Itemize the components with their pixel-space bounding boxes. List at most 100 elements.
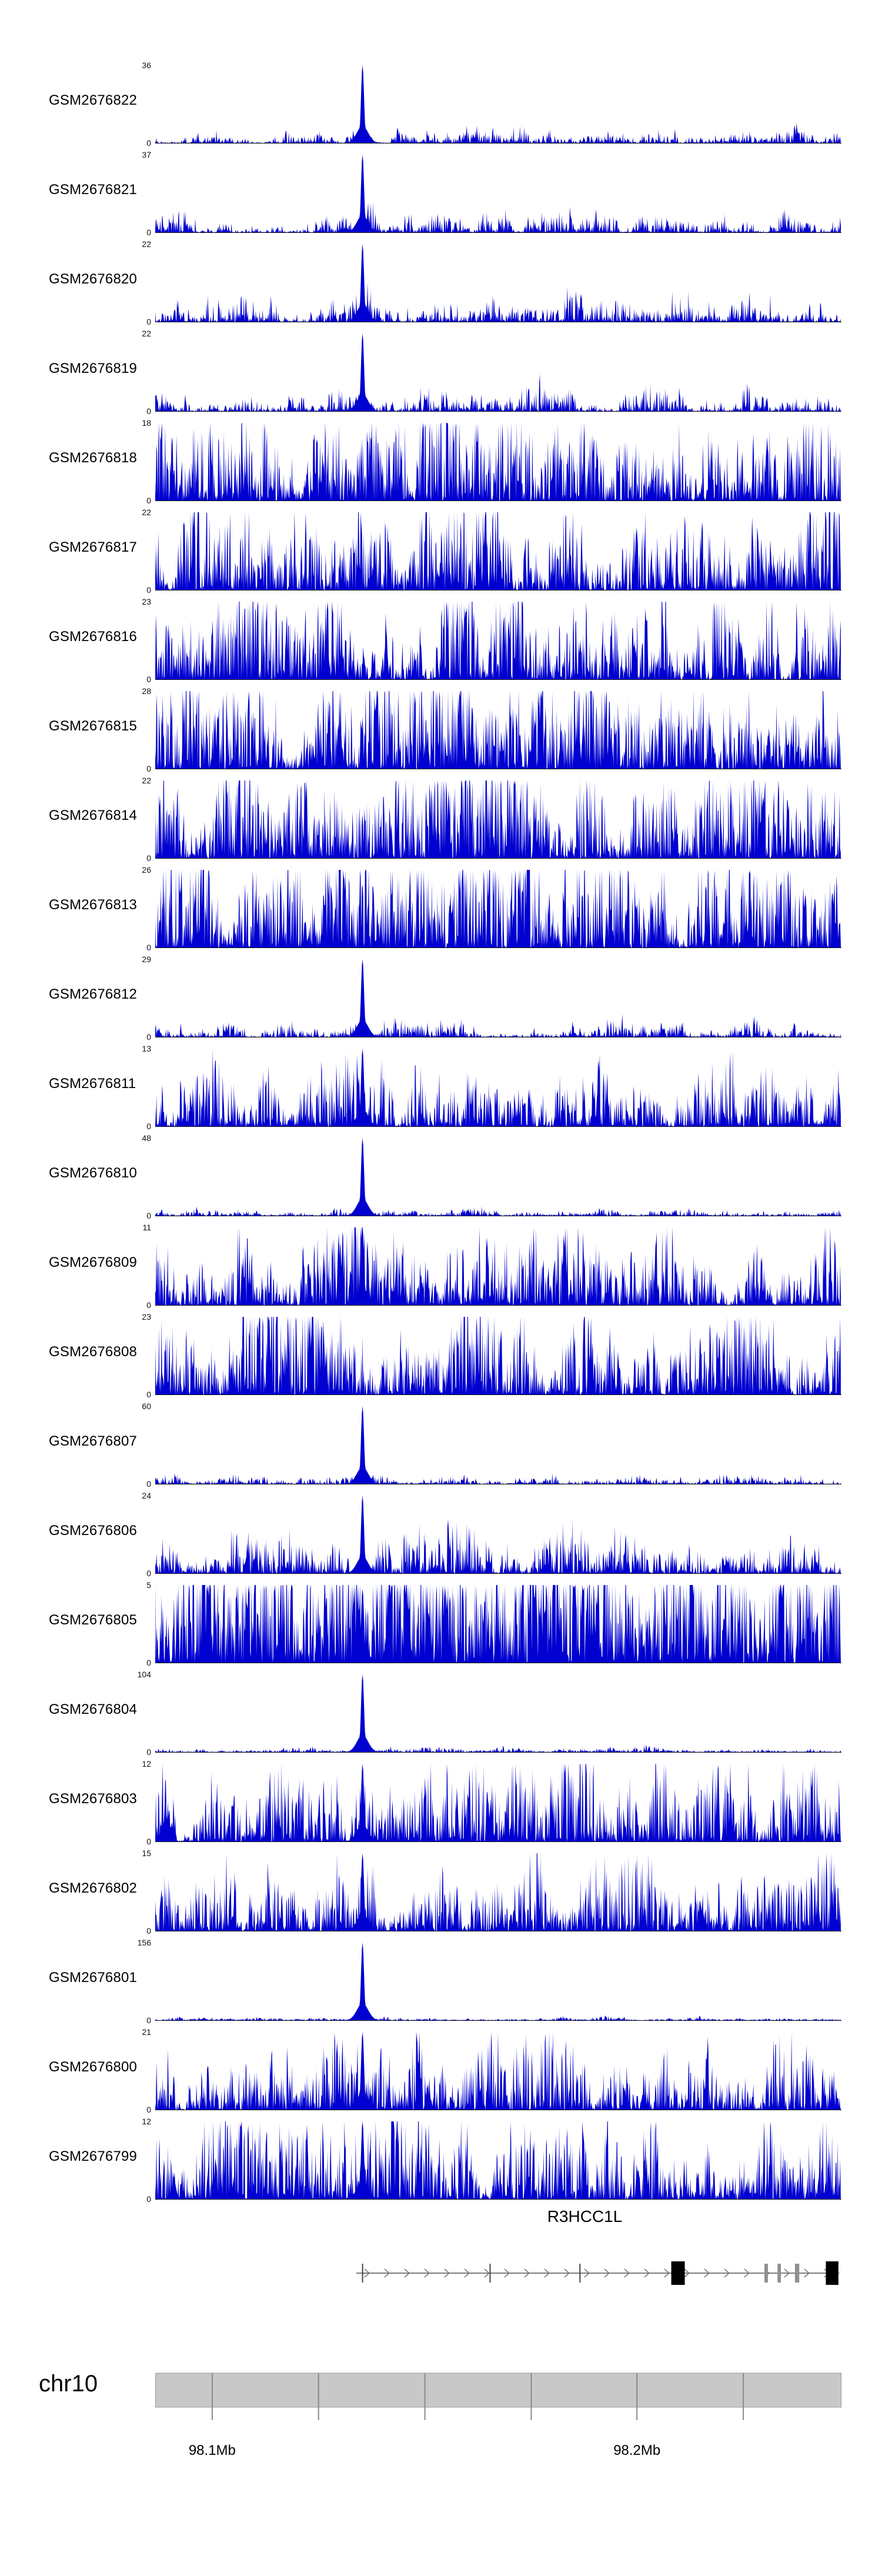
- track-row: GSM2676815 28 0: [0, 682, 882, 773]
- track-label: GSM2676815: [49, 718, 138, 734]
- track-label: GSM2676809: [49, 1254, 138, 1270]
- coverage-plot: 12 0: [142, 1760, 841, 1846]
- track-row: GSM2676807 60 0: [0, 1397, 882, 1488]
- y-axis-zero-label: 0: [146, 1122, 151, 1131]
- y-axis-max-label: 5: [146, 1580, 151, 1590]
- track-label: GSM2676804: [49, 1701, 138, 1717]
- track-baseline: [155, 1394, 841, 1395]
- track-label: GSM2676816: [49, 629, 138, 645]
- coverage-plot: 11 0: [142, 1223, 841, 1309]
- coverage-plot: 23 0: [142, 598, 841, 683]
- chromosome-label: chr10: [39, 2371, 98, 2397]
- track-row: GSM2676808 23 0: [0, 1307, 882, 1399]
- coverage-plot: 23 0: [142, 1313, 841, 1399]
- y-axis-max-label: 26: [142, 865, 151, 875]
- coverage-area: [155, 2121, 841, 2199]
- y-axis-zero-label: 0: [146, 2194, 151, 2204]
- track-label: GSM2676801: [49, 1970, 138, 1986]
- y-axis-zero-label: 0: [146, 853, 151, 863]
- coordinate-label: 98.1Mb: [188, 2442, 236, 2458]
- track-label: GSM2676810: [49, 1165, 138, 1181]
- track-label: GSM2676821: [49, 182, 138, 198]
- coverage-plot: 28 0: [142, 687, 841, 773]
- y-axis-max-label: 60: [142, 1402, 151, 1411]
- coverage-plot: 5 0: [146, 1581, 841, 1667]
- y-axis-zero-label: 0: [146, 675, 151, 684]
- coverage-area: [155, 1317, 841, 1394]
- coverage-plot: 26 0: [142, 866, 841, 952]
- track-baseline: [155, 1126, 841, 1127]
- coverage-area: [155, 1853, 841, 1931]
- y-axis-max-label: 22: [142, 508, 151, 517]
- y-axis-zero-label: 0: [146, 1569, 151, 1578]
- y-axis-max-label: 48: [142, 1133, 151, 1143]
- track-row: GSM2676799 12 0: [0, 2112, 882, 2204]
- coverage-area: [155, 1496, 841, 1573]
- y-axis-zero-label: 0: [146, 228, 151, 237]
- track-row: GSM2676803 12 0: [0, 1754, 882, 1846]
- coverage-plot: 48 0: [142, 1134, 841, 1220]
- track-baseline: [155, 143, 841, 144]
- coverage-signal: [155, 1496, 841, 1573]
- coverage-plot: 18 0: [142, 419, 841, 505]
- coverage-plot: 13 0: [142, 1045, 841, 1130]
- y-axis-zero-label: 0: [146, 1300, 151, 1310]
- track-row: GSM2676817 22 0: [0, 503, 882, 595]
- y-axis-zero-label: 0: [146, 1747, 151, 1757]
- track-baseline: [155, 1752, 841, 1753]
- coverage-signal: [155, 1764, 841, 1841]
- y-axis-zero-label: 0: [146, 943, 151, 952]
- coverage-signal: [155, 244, 841, 322]
- track-row: GSM2676822 36 0: [0, 56, 882, 147]
- coverage-plot: 29 0: [142, 955, 841, 1041]
- coverage-area: [155, 1764, 841, 1841]
- coverage-signal: [155, 870, 841, 947]
- track-row: GSM2676816 23 0: [0, 592, 882, 683]
- y-axis-max-label: 11: [142, 1223, 151, 1232]
- y-axis-max-label: 156: [137, 1938, 151, 1947]
- coverage-area: [155, 602, 841, 679]
- y-axis-max-label: 22: [142, 329, 151, 338]
- track-baseline: [155, 500, 841, 501]
- track-row: GSM2676806 24 0: [0, 1486, 882, 1578]
- track-label: GSM2676814: [49, 807, 138, 823]
- track-label: GSM2676811: [49, 1076, 136, 1092]
- coverage-plot: 36 0: [142, 61, 841, 147]
- track-baseline: [155, 1305, 841, 1306]
- y-axis-max-label: 29: [142, 955, 151, 964]
- y-axis-max-label: 104: [137, 1670, 151, 1679]
- ideogram: 98.1Mb 98.2Mb: [155, 2355, 841, 2491]
- y-axis-max-label: 23: [142, 597, 151, 606]
- gene-annotation-track: R3HCC1L: [155, 2203, 841, 2332]
- track-row: GSM2676811 13 0: [0, 1039, 882, 1130]
- coverage-plot: 60 0: [142, 1402, 841, 1488]
- track-label: GSM2676806: [49, 1523, 138, 1539]
- coverage-plot: 22 0: [142, 329, 841, 415]
- track-row: GSM2676804 104 0: [0, 1665, 882, 1757]
- coverage-signal: [155, 1585, 841, 1663]
- coverage-signal: [155, 1138, 841, 1216]
- y-axis-zero-label: 0: [146, 585, 151, 595]
- y-axis-max-label: 24: [142, 1491, 151, 1500]
- coverage-signal: [155, 65, 841, 143]
- coverage-area: [155, 65, 841, 143]
- track-row: GSM2676801 156 0: [0, 1933, 882, 2024]
- track-label: GSM2676820: [49, 271, 138, 287]
- track-row: GSM2676819 22 0: [0, 324, 882, 415]
- coverage-plot: 22 0: [142, 776, 841, 862]
- y-axis-max-label: 36: [142, 61, 151, 70]
- coverage-area: [155, 1138, 841, 1216]
- coverage-area: [155, 691, 841, 769]
- coverage-signal: [155, 1406, 841, 1484]
- y-axis-max-label: 15: [142, 1848, 151, 1858]
- coverage-area: [155, 1406, 841, 1484]
- coordinate-label: 98.2Mb: [613, 2442, 661, 2458]
- coverage-area: [155, 1585, 841, 1663]
- y-axis-zero-label: 0: [146, 1837, 151, 1846]
- track-label: GSM2676803: [49, 1791, 138, 1807]
- track-row: GSM2676802 15 0: [0, 1844, 882, 1935]
- coverage-signal: [155, 423, 841, 500]
- y-axis-zero-label: 0: [146, 1211, 151, 1220]
- y-axis-max-label: 21: [142, 2027, 151, 2037]
- coverage-plot: 156 0: [138, 1938, 841, 2024]
